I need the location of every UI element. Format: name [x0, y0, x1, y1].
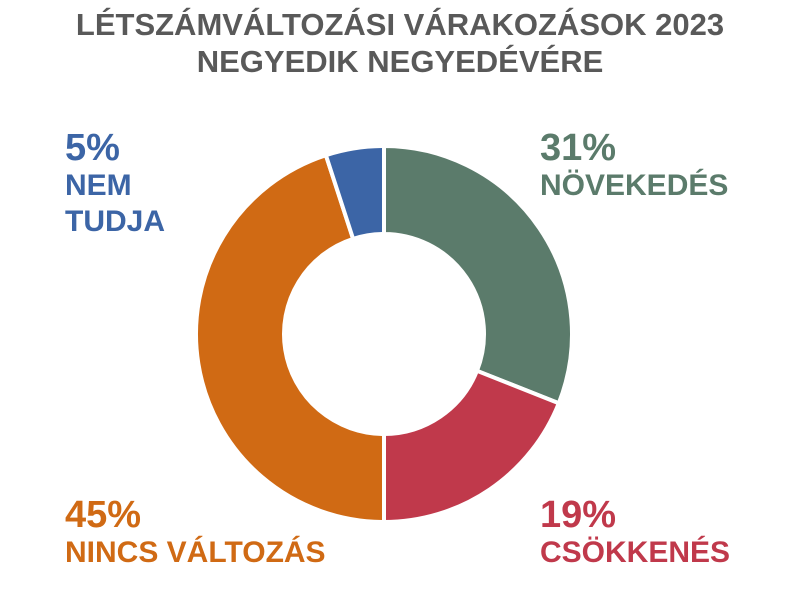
value-label: 19%	[540, 494, 617, 536]
category-label: NEM TUDJA	[65, 169, 166, 238]
value-label: 45%	[65, 494, 142, 536]
donut-segment	[323, 143, 386, 242]
value-label: 31%	[540, 127, 617, 169]
category-label: CSÖKKENÉS	[540, 536, 731, 569]
value-label: 5%	[65, 127, 120, 169]
category-label: NÖVEKEDÉS	[540, 169, 729, 202]
donut-segment	[194, 152, 386, 525]
donut-segment	[382, 143, 574, 406]
donut-segment	[382, 368, 562, 525]
chart-title: LÉTSZÁMVÁLTOZÁSI VÁRAKOZÁSOK 2023 NEGYED…	[75, 7, 725, 79]
category-label: NINCS VÁLTOZÁS	[65, 536, 326, 569]
